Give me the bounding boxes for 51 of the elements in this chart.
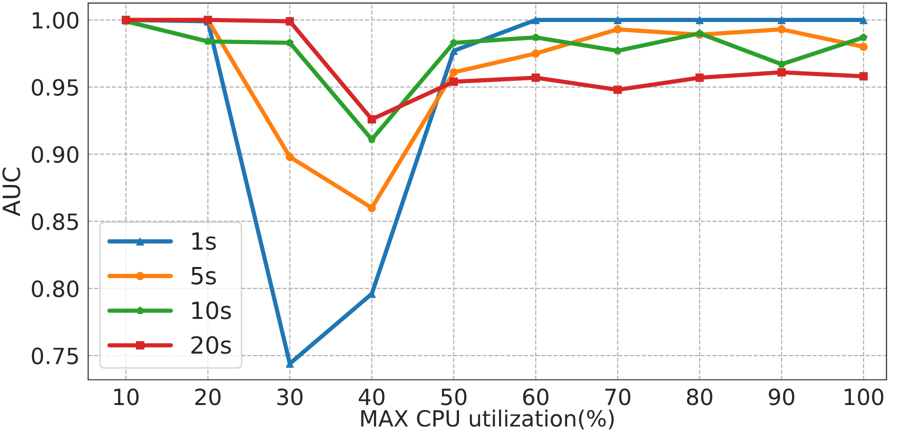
y-tick-label: 0.80 <box>32 280 78 298</box>
point <box>614 46 622 54</box>
x-tick-label: 100 <box>844 388 884 406</box>
y-tick-label: 0.75 <box>32 348 78 364</box>
point <box>450 78 458 86</box>
point <box>286 38 294 46</box>
legend-label: 5s <box>192 267 216 285</box>
point <box>368 115 376 124</box>
point <box>532 49 540 58</box>
point <box>777 68 786 76</box>
x-tick-label: 40 <box>358 388 384 406</box>
y-tick-label: 0.85 <box>32 213 78 230</box>
y-tick-label: 0.90 <box>32 146 78 163</box>
point <box>450 68 458 76</box>
x-tick-label: 20 <box>195 388 221 406</box>
point <box>532 33 540 41</box>
x-tick-label: 50 <box>441 388 466 406</box>
point <box>777 25 786 34</box>
point <box>614 86 622 94</box>
point <box>532 74 540 82</box>
point <box>368 135 376 143</box>
legend-label: 20s <box>191 336 231 354</box>
x-tick-label: 10 <box>114 388 139 406</box>
point <box>368 204 376 212</box>
x-tick-label: 80 <box>686 388 712 406</box>
point <box>695 74 704 82</box>
x-tick-label: 70 <box>605 388 630 406</box>
x-tick-label: 60 <box>523 388 548 406</box>
point <box>859 42 868 51</box>
point <box>450 38 458 46</box>
point <box>286 152 294 162</box>
point <box>204 37 212 45</box>
point <box>286 17 294 26</box>
y-tick-label: 0.95 <box>32 79 78 96</box>
point <box>859 16 868 24</box>
point <box>860 33 868 41</box>
x-tick-label: 90 <box>768 388 794 406</box>
point <box>614 16 622 24</box>
point <box>778 60 786 68</box>
x-tick-label: 30 <box>277 388 302 406</box>
point <box>532 16 540 24</box>
point <box>859 72 868 81</box>
legend-label: 10s <box>192 301 231 320</box>
x-axis-title: MAX CPU utilization(%) <box>361 410 614 430</box>
y-axis-title: AUC <box>2 168 20 216</box>
point <box>695 16 704 24</box>
point <box>777 16 786 24</box>
point <box>450 46 458 55</box>
point <box>614 25 622 34</box>
legend-label: 1s <box>192 232 216 250</box>
y-tick-label: 1.00 <box>32 12 78 29</box>
